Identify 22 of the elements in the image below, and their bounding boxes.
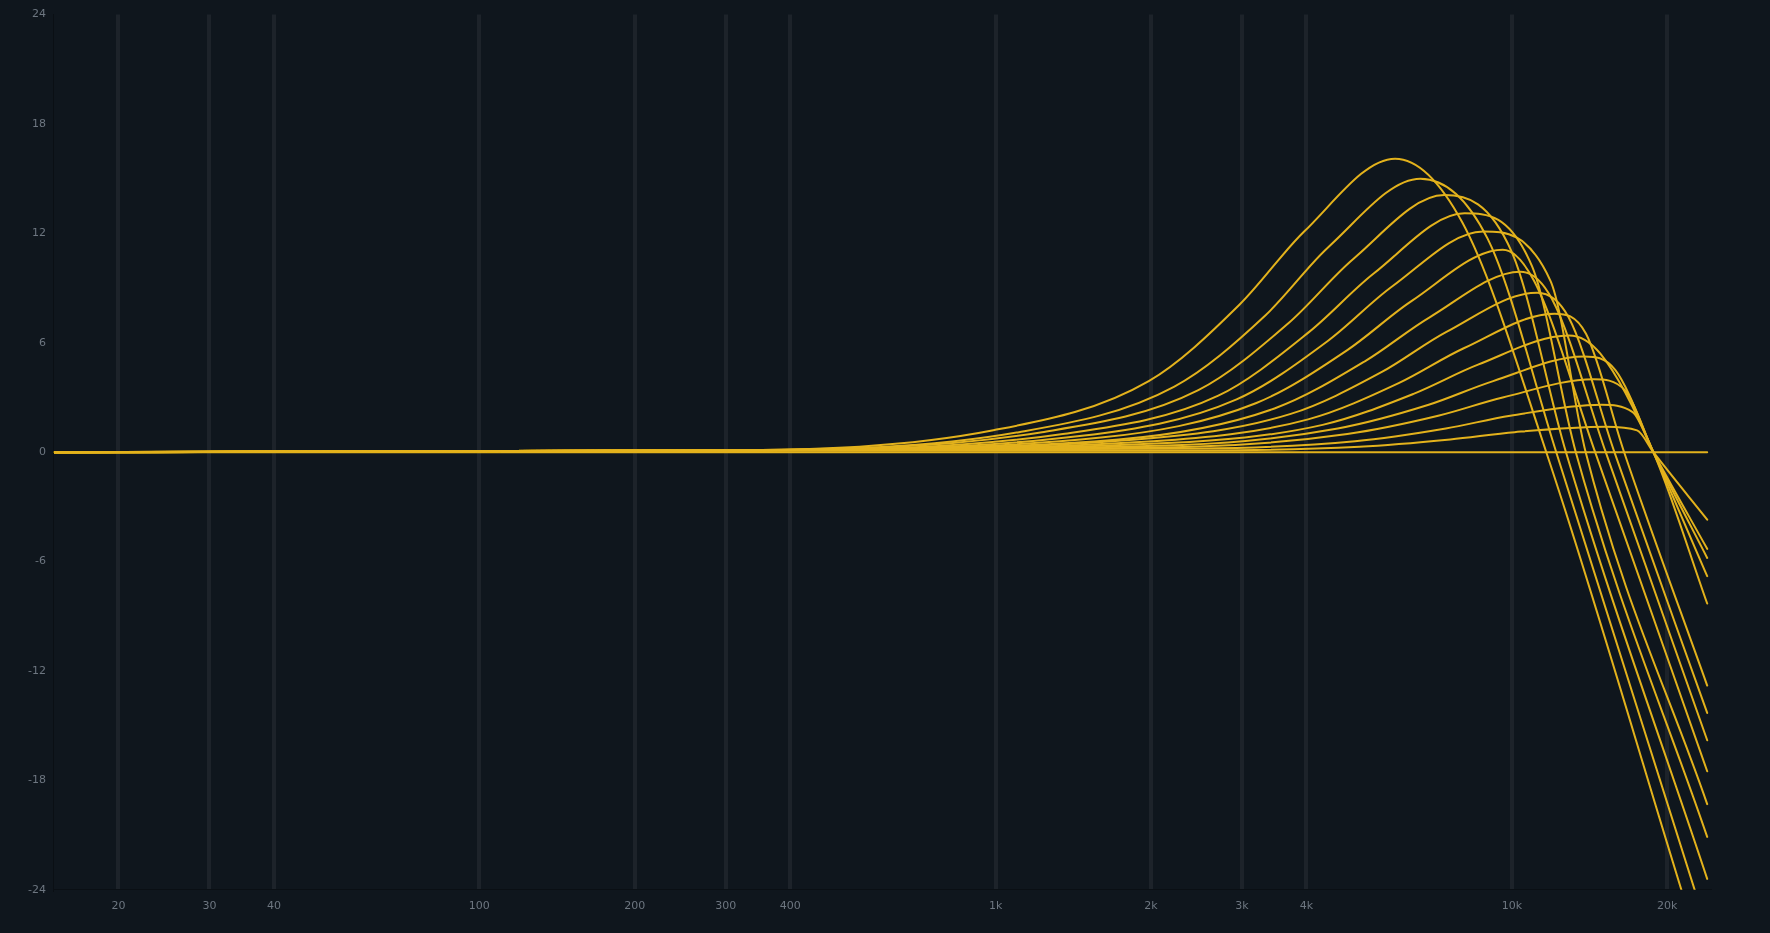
y-tick-label: 12 (31, 226, 46, 240)
x-tick-label: 300 (715, 899, 737, 913)
x-tick-label: 400 (779, 899, 801, 913)
x-tick-label: 20k (1657, 899, 1679, 913)
x-tick-label: 3k (1235, 899, 1250, 913)
x-tick-label: 10k (1501, 899, 1523, 913)
x-tick-label: 40 (266, 899, 281, 913)
x-tick-label: 2k (1144, 899, 1159, 913)
x-tick-label: 20 (111, 899, 126, 913)
y-tick-label: 24 (31, 7, 46, 21)
y-tick-label: -12 (28, 663, 46, 677)
y-tick-label: -24 (28, 882, 46, 896)
y-tick-label: -18 (28, 773, 46, 787)
x-tick-label: 4k (1299, 899, 1314, 913)
y-tick-label: 0 (38, 445, 46, 459)
x-tick-label: 1k (988, 899, 1003, 913)
x-tick-label: 200 (624, 899, 646, 913)
x-tick-label: 100 (468, 899, 490, 913)
y-tick-label: -6 (35, 554, 46, 568)
y-tick-label: 6 (38, 335, 46, 349)
x-tick-label: 30 (202, 899, 217, 913)
y-tick-label: 18 (31, 116, 46, 130)
